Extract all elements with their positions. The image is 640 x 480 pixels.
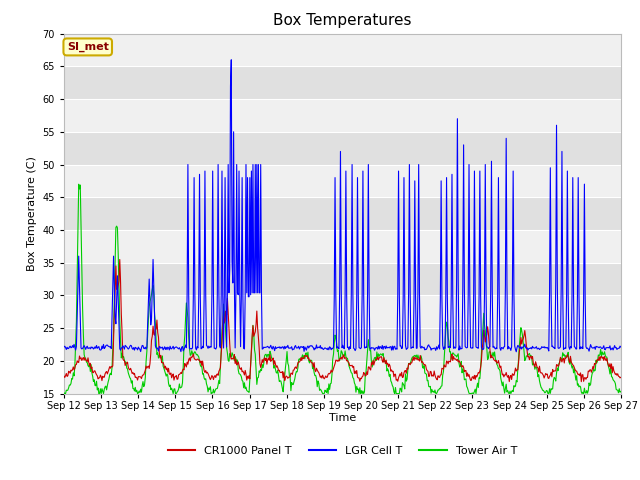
Bar [64,263,621,295]
Bar [64,165,621,197]
Legend: CR1000 Panel T, LGR Cell T, Tower Air T: CR1000 Panel T, LGR Cell T, Tower Air T [163,441,522,460]
Bar [64,66,621,99]
Bar [64,361,621,394]
Text: SI_met: SI_met [67,42,109,52]
Bar [64,295,621,328]
Bar [64,34,621,66]
Bar [64,328,621,361]
Bar [64,132,621,165]
Bar [64,99,621,132]
Title: Box Temperatures: Box Temperatures [273,13,412,28]
Y-axis label: Box Temperature (C): Box Temperature (C) [27,156,37,271]
Bar [64,230,621,263]
Bar [64,197,621,230]
X-axis label: Time: Time [329,413,356,423]
